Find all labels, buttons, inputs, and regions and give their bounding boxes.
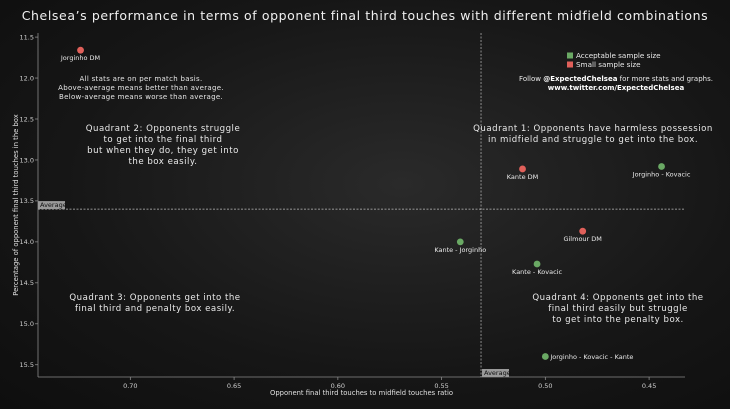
chart-title: Chelsea’s performance in terms of oppone… [21, 8, 709, 23]
y-tick-label: 13.0 [20, 156, 34, 164]
data-point [456, 238, 464, 246]
y-tick-label: 14.0 [20, 238, 34, 246]
y-axis-label: Percentage of opponent final third touch… [12, 114, 20, 296]
x-tick-label: 0.65 [227, 382, 241, 390]
x-tick-label: 0.60 [331, 382, 345, 390]
data-points: Jorginho - Kovacic Kante - Jorginho Kante … [60, 46, 691, 361]
basis-note: Below-average means worse than average. [59, 93, 223, 101]
point-label: Kante DM [507, 173, 538, 181]
quadrant-3-text: final third and penalty box easily. [75, 304, 235, 314]
follow-handle: @ExpectedChelsea [543, 75, 617, 83]
point-label: Jorginho - Kovacic - Kante [549, 353, 633, 361]
basis-note: Above-average means better than average. [58, 84, 224, 92]
y-tick-label: 12.0 [20, 74, 34, 82]
point-label: Gilmour DM [563, 235, 601, 243]
quadrant-2-text: but when they do, they get into [87, 146, 239, 156]
follow-note: Follow @ExpectedChelsea for more stats a… [519, 75, 713, 83]
quadrant-2-text: to get into the final third [103, 135, 222, 145]
average-x-tag-bg [482, 369, 510, 377]
x-tick-label: 0.70 [123, 382, 137, 390]
y-axis: 11.5 12.0 12.5 13.0 13.5 14.0 14.5 15.0 15.5 [20, 33, 38, 369]
data-point [77, 46, 84, 54]
average-y-tag: Average [40, 201, 67, 209]
x-axis: 0.70 0.65 0.60 0.55 0.50 0.45 [123, 377, 656, 390]
legend-swatch [567, 52, 573, 59]
legend-entry: Small sample size [576, 60, 641, 69]
website-note: www.twitter.com/ExpectedChelsea [548, 84, 685, 92]
axis-labels: Opponent final third touches to midfield… [12, 114, 453, 397]
point-label: Kante - Kovacic [512, 268, 562, 276]
quadrant-3-text: Quadrant 3: Opponents get into the [69, 293, 240, 303]
data-point [533, 260, 541, 268]
average-x-tag: Average [484, 369, 511, 377]
notes: All stats are on per match basis.Above-a… [58, 75, 713, 101]
legend-swatch [567, 61, 573, 68]
quadrant-2-text: the box easily. [129, 157, 198, 167]
legend-entry: Acceptable sample size [576, 51, 661, 60]
x-tick-label: 0.45 [642, 382, 656, 390]
quadrant-4-text: Quadrant 4: Opponents get into the [532, 293, 703, 303]
data-point [519, 165, 526, 173]
x-axis-label: Opponent final third touches to midfield… [270, 389, 453, 397]
data-point [579, 227, 587, 235]
average-y-tag-bg [38, 201, 65, 210]
basis-note: All stats are on per match basis. [79, 75, 202, 83]
point-label: Kante - Jorginho [434, 246, 486, 254]
quadrant-1-text: Quadrant 1: Opponents have harmless poss… [473, 124, 713, 134]
point-label: Jorginho - Kovacic [632, 171, 691, 179]
follow-suffix: for more stats and graphs. [617, 75, 713, 83]
y-tick-label: 15.5 [20, 361, 34, 369]
point-label: Jorginho DM [60, 54, 100, 62]
x-tick-label: 0.50 [538, 382, 552, 390]
quadrant-1-text: in midfield and struggle to get into the… [488, 135, 698, 145]
y-tick-label: 11.5 [20, 33, 34, 41]
y-tick-label: 14.5 [20, 279, 34, 287]
quadrant-4-text: final third easily but struggle [548, 304, 688, 314]
x-tick-label: 0.55 [434, 382, 448, 390]
y-tick-label: 12.5 [20, 115, 34, 123]
y-tick-label: 15.0 [20, 320, 34, 328]
quadrant-2-text: Quadrant 2: Opponents struggle [86, 124, 240, 134]
quadrant-4-text: to get into the penalty box. [552, 315, 684, 325]
follow-prefix: Follow [519, 75, 543, 83]
data-point [658, 163, 665, 170]
y-tick-label: 13.5 [20, 197, 34, 205]
average-lines: Average Average [38, 33, 685, 377]
data-point [541, 353, 549, 360]
